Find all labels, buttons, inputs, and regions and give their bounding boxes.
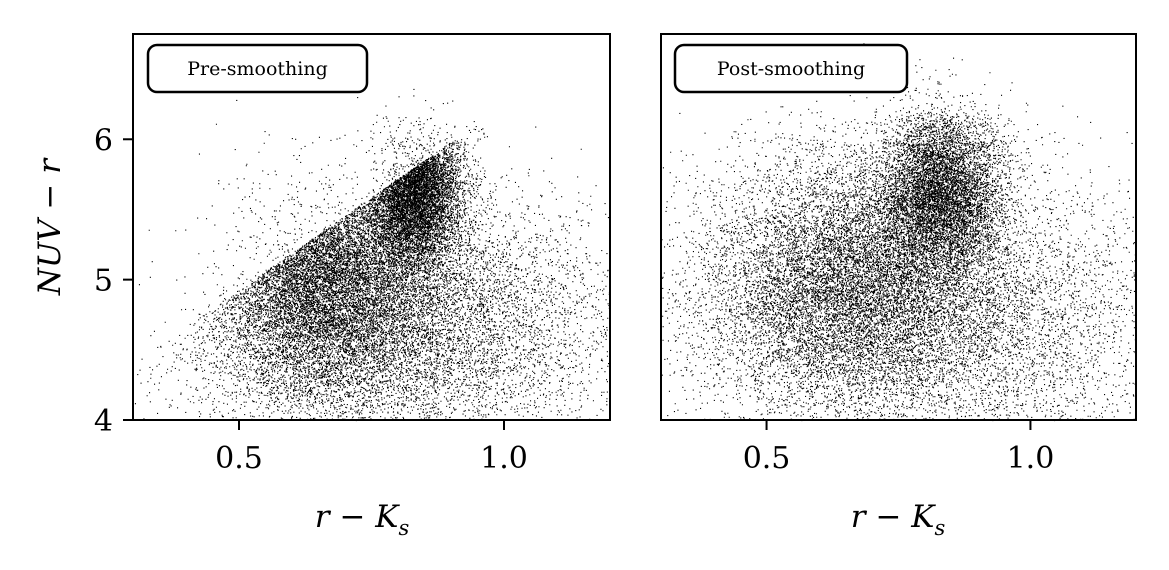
plot-frame-post-smoothing xyxy=(660,33,1137,421)
x-tick-label: 1.0 xyxy=(1007,441,1055,476)
x-ticks-pre-smoothing: 0.5 1.0 xyxy=(215,420,528,476)
scatter-point-cloud xyxy=(134,88,611,422)
panel-label-box-post-smoothing: Post-smoothing xyxy=(673,43,909,94)
scatter-points-pre-smoothing xyxy=(134,88,611,422)
panel-post-smoothing: Post-smoothing 0.5 1.0 r − Ks xyxy=(660,33,1137,540)
y-ticks-pre-smoothing: 4 5 6 xyxy=(94,123,133,439)
panel-pre-smoothing: Pre-smoothing 0.5 1.0 4 5 6 r − Ks NUV − r xyxy=(32,33,611,540)
x-axis-label-post-smoothing: r − Ks xyxy=(851,499,946,540)
y-axis-label: NUV − r xyxy=(32,157,68,296)
scatter-points-post-smoothing xyxy=(661,43,1137,422)
plot-frame-pre-smoothing xyxy=(132,33,611,421)
x-tick-label: 0.5 xyxy=(215,441,263,476)
x-axis-label-pre-smoothing: r − Ks xyxy=(315,499,410,540)
y-tick-label: 4 xyxy=(94,404,113,439)
scatter-point-cloud xyxy=(661,43,1137,422)
y-tick-label: 5 xyxy=(94,264,113,299)
panel-label-post-smoothing: Post-smoothing xyxy=(717,58,865,80)
panel-label-box-pre-smoothing: Pre-smoothing xyxy=(146,43,369,94)
y-tick-label: 6 xyxy=(94,123,113,158)
x-tick-label: 1.0 xyxy=(480,441,528,476)
x-tick-label: 0.5 xyxy=(743,441,791,476)
panel-label-pre-smoothing: Pre-smoothing xyxy=(187,58,328,80)
x-ticks-post-smoothing: 0.5 1.0 xyxy=(743,420,1055,476)
